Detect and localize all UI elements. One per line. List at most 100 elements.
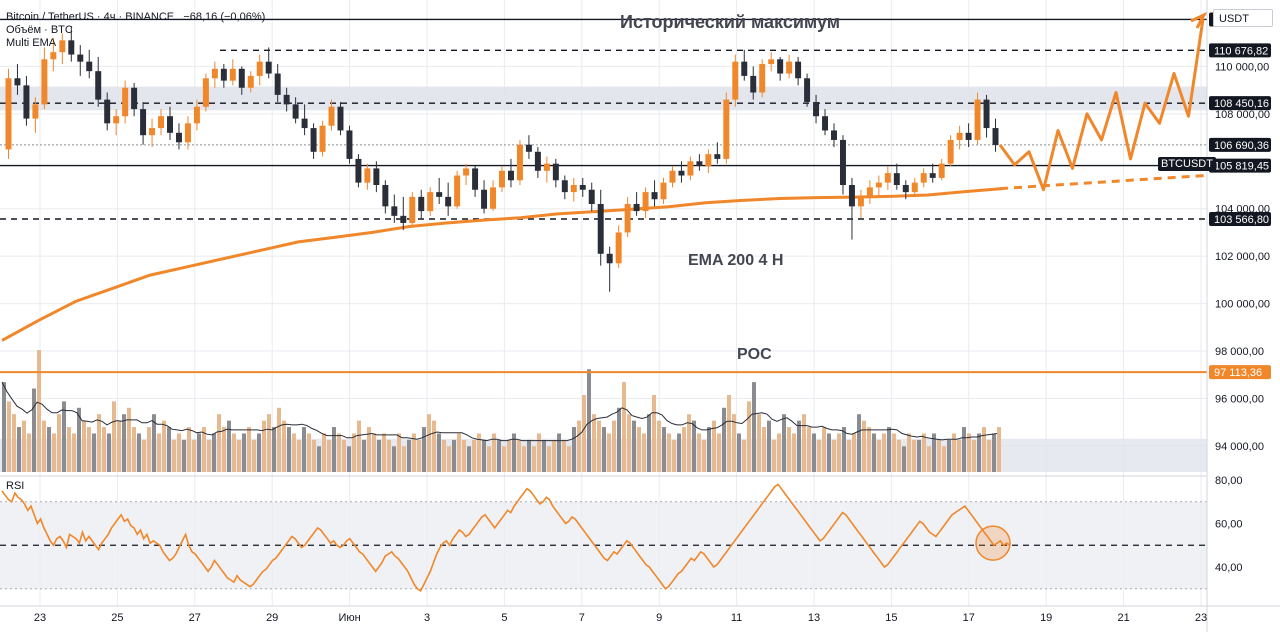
candle-body — [507, 170, 514, 181]
poc-annotation: POC — [737, 346, 772, 363]
volume-bar — [502, 446, 506, 472]
candle-body — [184, 123, 191, 143]
volume-bar — [357, 420, 361, 472]
volume-bar — [927, 446, 931, 472]
ema-legend[interactable]: Multi EMA — [6, 37, 57, 49]
candle-body — [893, 173, 900, 186]
candle-body — [660, 182, 667, 200]
volume-bar — [177, 433, 181, 472]
candle-body — [337, 106, 344, 131]
volume-legend[interactable]: Объём · BTC — [6, 24, 73, 36]
volume-bar — [612, 420, 616, 472]
candle-body — [947, 139, 954, 164]
volume-bar — [717, 433, 721, 472]
candle-body — [902, 185, 909, 193]
candle-body — [95, 71, 102, 100]
volume-bar — [732, 414, 736, 472]
candle-body — [220, 68, 227, 81]
candle-body — [113, 116, 120, 124]
volume-bar — [457, 433, 461, 472]
candle-body — [391, 206, 398, 216]
price-level-label: 108 450,16 — [1214, 98, 1269, 110]
volume-bar — [607, 433, 611, 472]
currency-selector[interactable]: USDT — [1213, 9, 1273, 27]
candle-body — [884, 173, 891, 183]
candle-body — [714, 154, 721, 159]
time-tick-label: 7 — [579, 612, 585, 624]
volume-bar — [552, 439, 556, 472]
volume-bar — [577, 420, 581, 472]
volume-bar — [932, 433, 936, 472]
volume-bar — [187, 427, 191, 472]
price-level-tag — [1209, 96, 1271, 111]
time-tick-label: 27 — [189, 612, 201, 624]
volume-bar — [272, 427, 276, 472]
candle-body — [175, 132, 182, 143]
volume-bar — [172, 439, 176, 472]
candle-body — [50, 52, 57, 60]
candle-body — [516, 144, 523, 181]
price-tick-label: 102 000,00 — [1215, 251, 1270, 263]
volume-bar — [117, 420, 121, 472]
volume-bar — [582, 394, 586, 472]
candle-body — [633, 203, 640, 212]
volume-bar — [212, 433, 216, 472]
volume-bar — [517, 439, 521, 472]
volume-bar — [782, 414, 786, 472]
candle-body — [364, 168, 371, 183]
candle-body — [929, 173, 936, 178]
candle-body — [355, 158, 362, 183]
volume-bar — [997, 427, 1001, 472]
candle-body — [23, 85, 30, 119]
candle-body — [211, 68, 218, 79]
volume-bar — [277, 407, 281, 472]
volume-bar — [567, 446, 571, 472]
volume-bar — [842, 427, 846, 472]
volume-bar — [222, 427, 226, 472]
volume-bar — [287, 427, 291, 472]
volume-bar — [872, 433, 876, 472]
volume-bar — [542, 439, 546, 472]
candle-body — [525, 144, 532, 152]
volume-bar — [547, 446, 551, 472]
volume-bar — [822, 427, 826, 472]
candle-body — [454, 175, 461, 207]
volume-bar — [72, 433, 76, 472]
volume-bar — [907, 433, 911, 472]
resistance-zone — [0, 86, 1207, 111]
volume-bar — [217, 414, 221, 472]
volume-bar — [897, 439, 901, 472]
rsi-legend[interactable]: RSI — [6, 480, 25, 492]
volume-bar — [227, 420, 231, 472]
volume-bar — [257, 433, 261, 472]
volume-bar — [827, 433, 831, 472]
volume-bar — [787, 427, 791, 472]
volume-bar — [132, 427, 136, 472]
volume-bar — [342, 439, 346, 472]
volume-bar — [507, 439, 511, 472]
candle-body — [400, 215, 407, 223]
candle-body — [615, 232, 622, 264]
volume-bar — [422, 427, 426, 472]
volume-bar — [702, 439, 706, 472]
candle-body — [768, 59, 775, 65]
symbol-label[interactable]: Bitcoin / TetherUS · 4ч · BINANCE — [6, 11, 175, 23]
volume-bar — [837, 433, 841, 472]
volume-bar — [632, 420, 636, 472]
volume-bar — [292, 433, 296, 472]
candle-body — [86, 61, 93, 72]
volume-bar — [652, 394, 656, 472]
volume-bar — [332, 427, 336, 472]
volume-bar — [467, 446, 471, 472]
candle-body — [606, 253, 613, 264]
price-tick-label: 98 000,00 — [1215, 346, 1264, 358]
candle-body — [59, 40, 66, 53]
volume-bar — [817, 439, 821, 472]
time-tick-label: 15 — [885, 612, 897, 624]
volume-bar — [772, 439, 776, 472]
candle-body — [857, 196, 864, 207]
volume-bar — [7, 401, 11, 472]
candle-body — [283, 94, 290, 105]
